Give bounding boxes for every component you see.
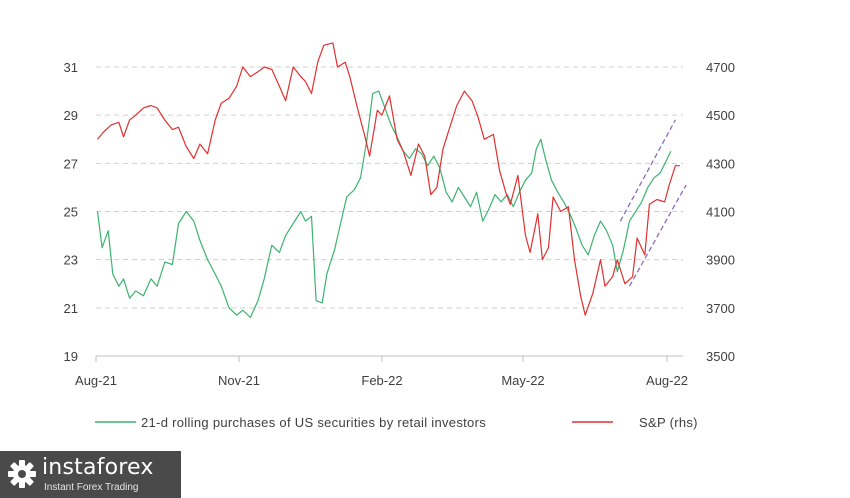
trend-lines [619,119,687,287]
y-left-tick-label: 21 [64,301,78,316]
series-lines [96,42,680,319]
gear-logo-icon [8,460,36,488]
watermark-logo: instaforex Instant Forex Trading [0,451,181,498]
y-right-tick-label: 4700 [706,60,735,75]
x-tick-label: May-22 [501,373,544,388]
y-left-tick-label: 23 [64,253,78,268]
x-tick-label: Aug-21 [75,373,117,388]
y-left-tick-label: 27 [64,156,78,171]
x-tick-label: Feb-22 [361,373,402,388]
brand-name: instaforex [42,455,154,480]
legend: 21-d rolling purchases of US securities … [95,415,698,430]
y-right-tick-label: 4100 [706,205,735,220]
y-right-tick-label: 3500 [706,349,735,364]
series-line-retail-purchases [96,90,672,319]
y-left-tick-label: 25 [64,205,78,220]
y-left-tick-label: 19 [64,349,78,364]
series-line-sp500 [97,42,680,316]
trend-line [628,184,687,287]
x-tick-label: Aug-22 [646,373,688,388]
y-left-tick-label: 31 [64,60,78,75]
legend-label: 21-d rolling purchases of US securities … [141,415,486,430]
y-right-tick-label: 3700 [706,301,735,316]
y-right-tick-label: 4300 [706,156,735,171]
x-tick-label: Nov-21 [218,373,260,388]
legend-label: S&P (rhs) [639,415,698,430]
y-right-tick-label: 3900 [706,253,735,268]
grid [96,66,683,309]
trend-line [619,119,676,222]
y-right-tick-label: 4500 [706,108,735,123]
axes: 19 3500 21 3700 23 3900 25 4100 27 4300 29 4500 31 47… [64,60,735,388]
brand-tagline: Instant Forex Trading [44,482,139,493]
y-left-tick-label: 29 [64,108,78,123]
